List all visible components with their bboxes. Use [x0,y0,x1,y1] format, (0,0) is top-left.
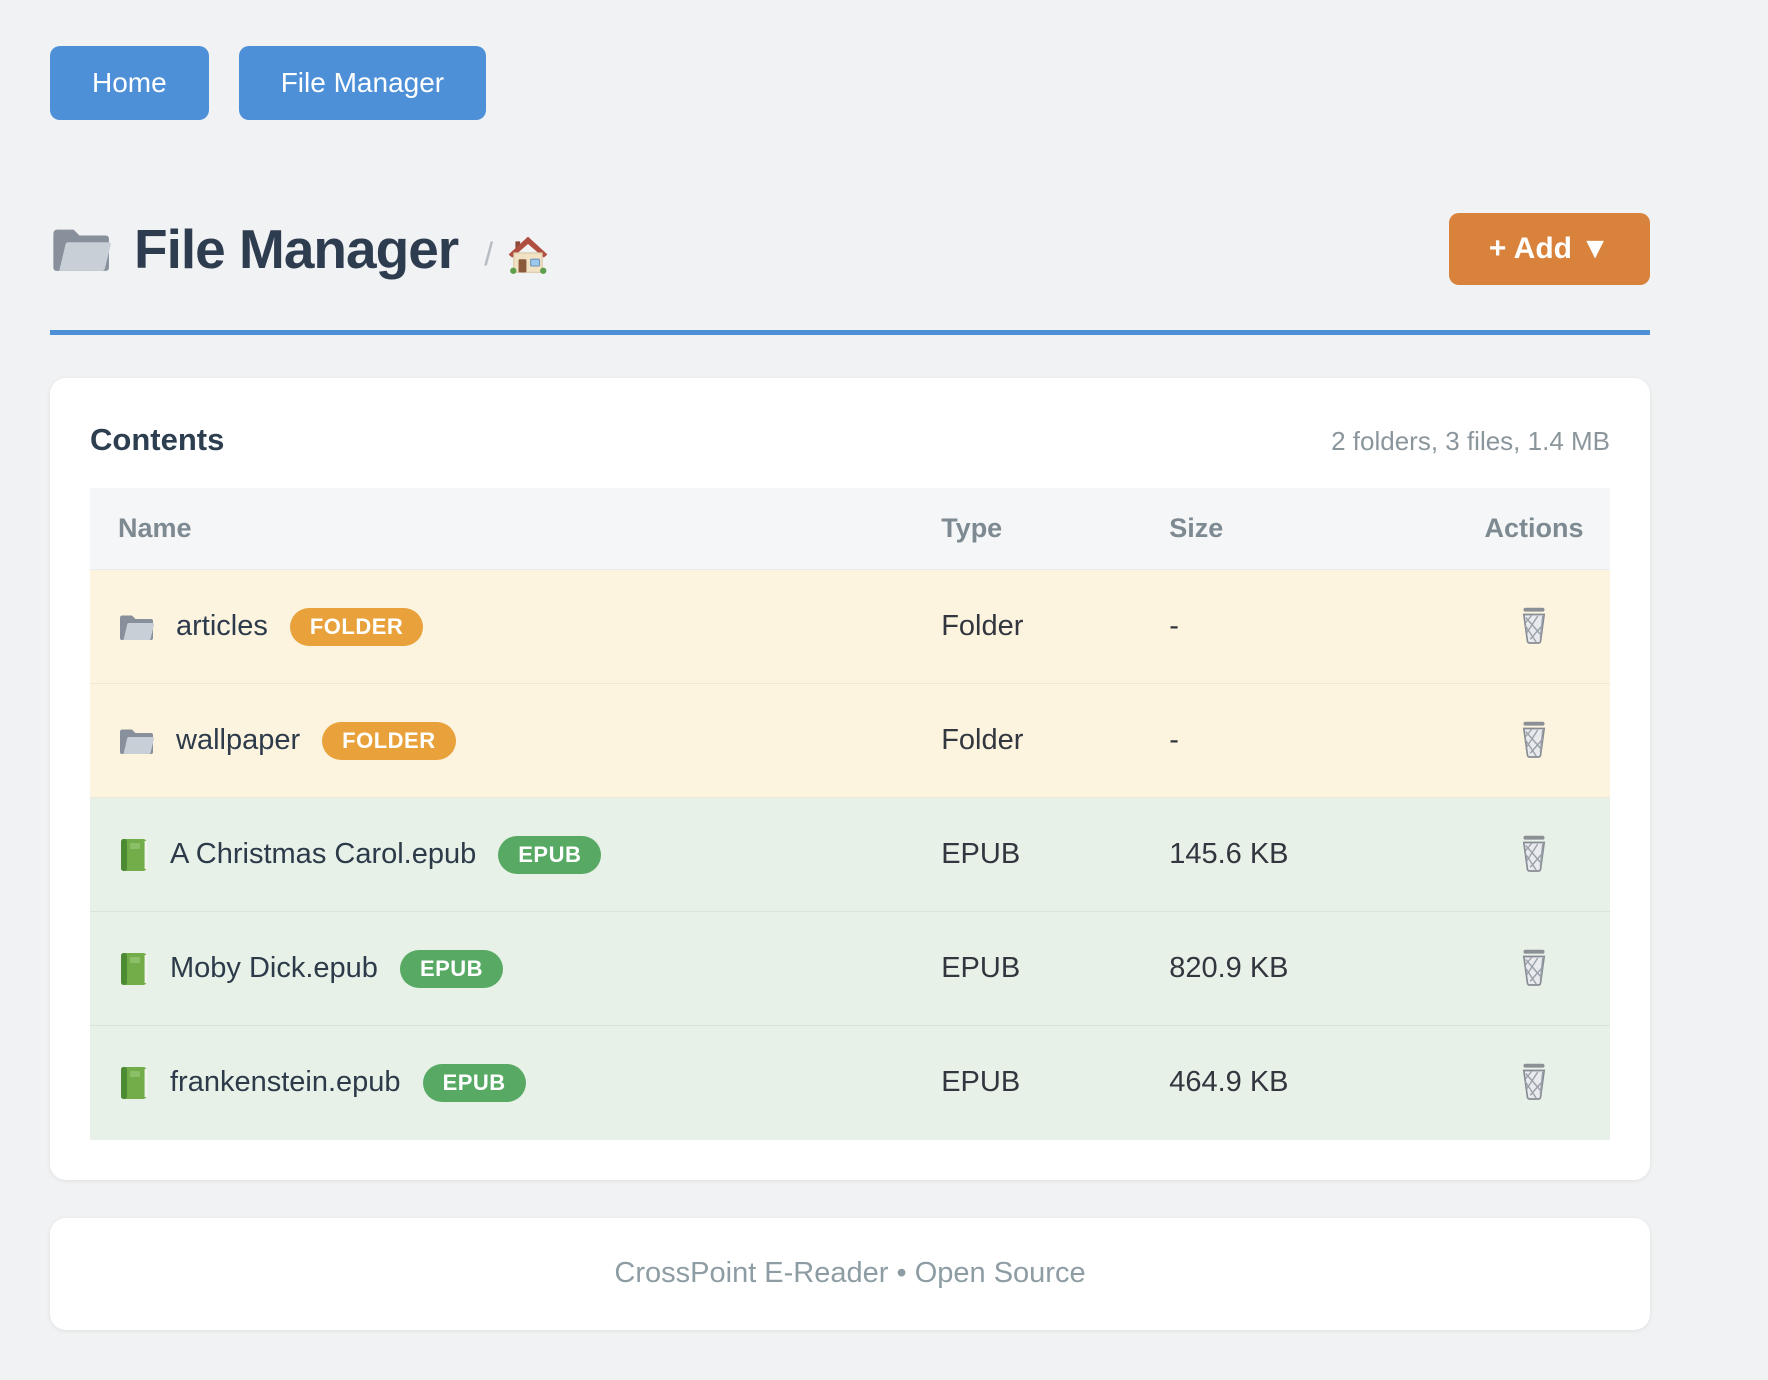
column-header-size: Size [1169,488,1458,570]
files-table: Name Type Size Actions articles FOLDER F… [90,488,1610,1140]
folder-icon [53,229,111,271]
top-nav: Home File Manager [50,46,1650,120]
title-group: File Manager / [50,217,549,280]
file-type: Folder [941,610,1024,642]
trash-icon [1522,606,1546,644]
delete-button[interactable] [1512,829,1556,877]
folder-badge: FOLDER [289,607,424,646]
file-name-link[interactable]: articles [176,610,268,642]
epub-badge: EPUB [422,1063,526,1102]
file-size: 464.9 KB [1169,1025,1458,1140]
file-name-link[interactable]: wallpaper [176,724,301,756]
table-row: A Christmas Carol.epub EPUB EPUB 145.6 K… [90,797,1610,912]
page-header: File Manager / + Add ▼ [50,200,1650,298]
trash-icon [1522,948,1546,986]
file-size: 820.9 KB [1169,911,1458,1026]
table-header-row: Name Type Size Actions [90,488,1610,570]
footer: CrossPoint E-Reader • Open Source [50,1217,1650,1330]
table-row: frankenstein.epub EPUB EPUB 464.9 KB [90,1025,1610,1140]
delete-button[interactable] [1512,715,1556,763]
delete-button[interactable] [1512,1057,1556,1105]
file-type: EPUB [941,911,1170,1026]
folder-badge: FOLDER [322,721,456,760]
file-name-link[interactable]: Moby Dick.epub [170,952,378,984]
file-size: - [1169,683,1458,798]
table-row: Moby Dick.epub EPUB EPUB 820.9 KB [90,911,1610,1026]
trash-icon [1522,1062,1546,1100]
delete-button[interactable] [1512,943,1556,991]
contents-card: Contents 2 folders, 3 files, 1.4 MB Name… [50,378,1650,1180]
contents-card-header: Contents 2 folders, 3 files, 1.4 MB [90,422,1610,458]
column-header-name: Name [90,488,942,570]
delete-button[interactable] [1512,601,1556,649]
page-title: File Manager [134,217,459,280]
table-row: articles FOLDER Folder - [90,569,1610,684]
epub-badge: EPUB [399,949,504,988]
file-name-link[interactable]: A Christmas Carol.epub [170,838,477,870]
home-button[interactable]: Home [50,46,209,120]
folder-icon [120,615,155,640]
file-type: EPUB [941,797,1170,912]
file-size: - [1169,610,1179,642]
book-icon [121,952,147,985]
contents-summary: 2 folders, 3 files, 1.4 MB [1331,426,1610,456]
add-button[interactable]: + Add ▼ [1448,213,1650,285]
column-header-type: Type [941,488,1170,570]
page-container: Home File Manager File Manager / + Add ▼… [50,46,1650,1330]
table-row: wallpaper FOLDER Folder - [90,683,1610,798]
footer-text: CrossPoint E-Reader • Open Source [614,1257,1086,1289]
trash-icon [1522,720,1546,758]
file-manager-button[interactable]: File Manager [238,46,487,120]
column-header-actions: Actions [1457,488,1610,570]
file-type: Folder [941,683,1170,798]
breadcrumb-separator: / [484,235,494,272]
home-breadcrumb-icon[interactable] [507,235,549,275]
folder-icon [120,729,155,754]
book-icon [121,838,147,871]
epub-badge: EPUB [498,835,602,874]
file-type: EPUB [941,1025,1170,1140]
title-divider [50,330,1650,335]
trash-icon [1522,834,1546,872]
file-name-link[interactable]: frankenstein.epub [170,1066,401,1099]
contents-title: Contents [90,422,225,457]
file-size: 145.6 KB [1169,797,1458,912]
book-icon [121,1066,147,1099]
